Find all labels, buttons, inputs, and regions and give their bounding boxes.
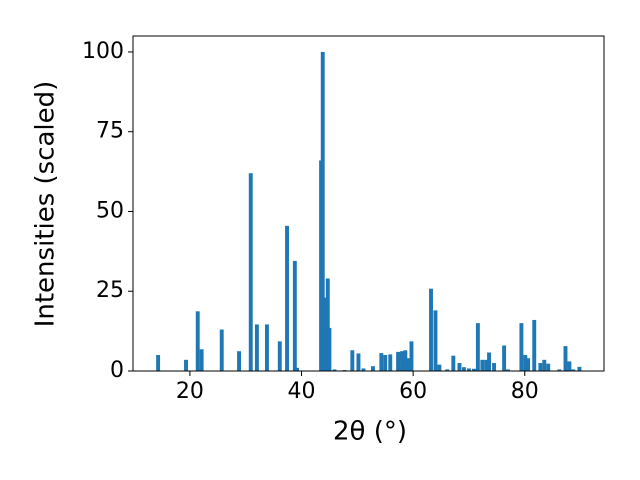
bar [371,366,375,371]
bar [219,329,224,371]
bar [379,353,384,371]
bar [480,359,485,371]
bar [320,51,325,371]
y-tick-label: 50 [96,198,124,223]
x-tick-label: 20 [176,379,204,404]
bar [538,363,543,371]
bar [484,359,489,371]
bar [546,363,551,371]
bar [492,363,497,371]
x-tick-label: 80 [511,379,539,404]
plot-frame [132,35,605,372]
bar [409,341,414,371]
bar [156,355,161,371]
bar [457,363,462,371]
bar [466,368,471,371]
bar [577,366,582,371]
bar [383,355,388,371]
y-tick-label: 75 [96,119,124,144]
bar [199,349,204,371]
x-tick-label: 40 [288,379,316,404]
bar [277,341,282,371]
bar [285,225,289,371]
y-axis-label: Intensities (scaled) [31,81,61,328]
bar [361,368,366,371]
bar [445,369,450,371]
bar [295,367,300,371]
bar [429,288,433,371]
bar [487,352,491,371]
bar [567,361,572,371]
bar [325,278,330,371]
bar [461,367,466,371]
bar [264,324,269,371]
bar [195,311,200,371]
bar [571,369,576,371]
bar [254,324,259,371]
bar [400,351,404,371]
bar [519,323,524,371]
bar [248,173,253,371]
bar [332,369,337,371]
bar [184,359,188,371]
bar [526,358,531,371]
bar [396,351,401,371]
bar [557,369,562,371]
x-axis-label: 2θ (°) [333,417,407,447]
bar [356,353,361,371]
y-tick-label: 100 [82,39,124,64]
bar [327,327,332,371]
bar [563,346,568,371]
bar [475,323,480,371]
bar [532,319,537,371]
bar [502,345,507,371]
bar [406,358,411,371]
bar [506,369,510,371]
y-tick-label: 0 [110,358,124,383]
bar [388,354,393,371]
bar [523,355,528,371]
bar [350,350,355,371]
bar [237,351,241,371]
bar [292,260,297,371]
x-tick-label: 60 [399,379,427,404]
bar [433,310,438,371]
bar [542,359,547,371]
y-tick-label: 25 [96,278,124,303]
bar [451,355,456,371]
bar [472,368,476,371]
bar [437,364,442,371]
bar [403,350,408,371]
